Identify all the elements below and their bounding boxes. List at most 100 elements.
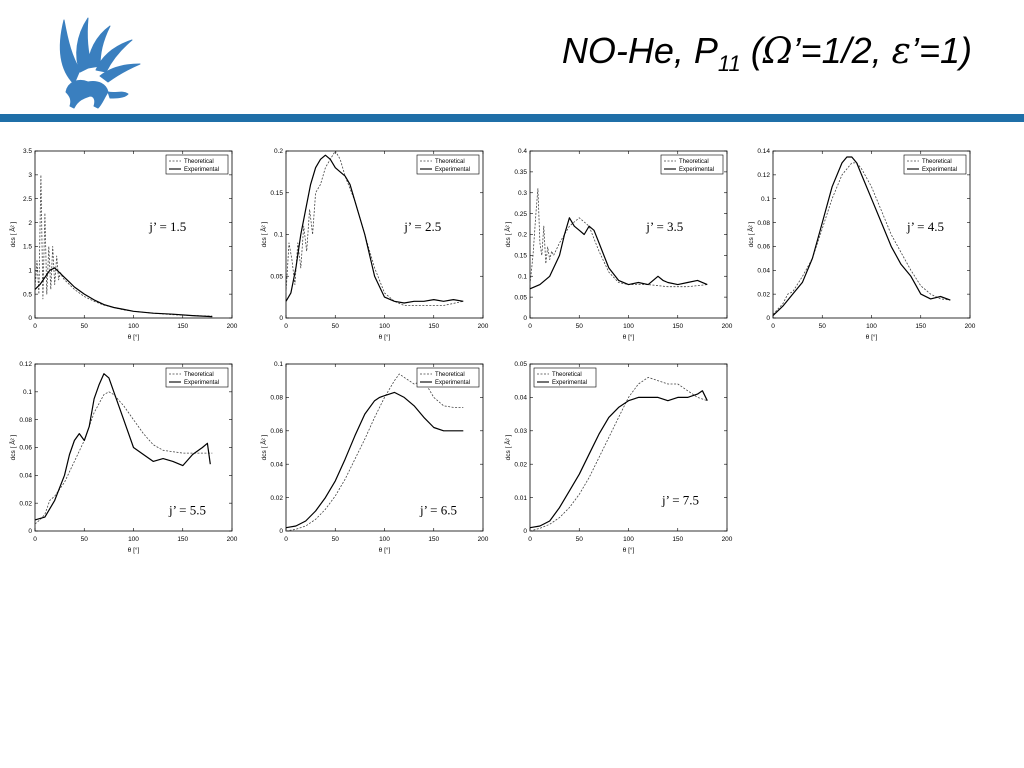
legend-label: Theoretical [435, 159, 465, 165]
x-tick-label: 0 [771, 323, 775, 330]
y-tick-label: 0.08 [270, 395, 283, 402]
y-tick-label: 2 [28, 220, 32, 227]
j-annotation: j’ = 6.5 [419, 502, 457, 517]
series-line-theoretical [34, 391, 213, 525]
y-tick-label: 0.1 [274, 361, 283, 368]
y-tick-label: 0.08 [757, 220, 770, 227]
y-tick-label: 1.5 [23, 244, 32, 251]
title-mid: ’=1/2, [792, 30, 892, 71]
legend-box [165, 367, 229, 388]
plot-frame [285, 150, 484, 319]
y-tick-label: 0 [28, 528, 32, 535]
y-tick-label: 2.5 [23, 196, 32, 203]
y-axis-label: dcs [ Å² ] [503, 434, 512, 460]
y-tick-label: 0.1 [274, 232, 283, 239]
y-tick-label: 0.12 [757, 172, 770, 179]
x-tick-label: 100 [623, 536, 634, 543]
y-tick-label: 0.02 [757, 291, 770, 298]
x-tick-label: 100 [866, 323, 877, 330]
series-line-experimental [529, 217, 708, 290]
y-tick-label: 0.05 [514, 294, 527, 301]
x-tick-label: 0 [284, 323, 288, 330]
y-tick-label: 3.5 [23, 148, 32, 155]
y-tick-label: 0.5 [23, 291, 32, 298]
legend-label: Experimental [435, 167, 470, 173]
x-tick-label: 50 [81, 536, 89, 543]
legend-label: Experimental [922, 167, 957, 173]
legend-label: Theoretical [679, 159, 709, 165]
j-annotation: j’ = 3.5 [645, 219, 683, 234]
y-tick-label: 0.06 [270, 428, 283, 435]
y-axis-label: dcs [ Å² ] [8, 434, 17, 460]
x-tick-label: 0 [528, 536, 532, 543]
x-tick-label: 50 [332, 536, 340, 543]
legend-box [533, 367, 597, 388]
legend-label: Experimental [679, 167, 714, 173]
y-tick-label: 1 [28, 267, 32, 274]
y-tick-label: 0.01 [514, 495, 527, 502]
title-omega: Ω [762, 31, 793, 72]
legend-label: Theoretical [184, 159, 214, 165]
x-tick-label: 150 [428, 536, 439, 543]
legend: Theoretical Experimental [416, 154, 480, 175]
x-tick-label: 50 [819, 323, 827, 330]
series-line-experimental [34, 267, 213, 318]
x-tick-label: 0 [33, 536, 37, 543]
j-annotation: j’ = 4.5 [906, 219, 944, 234]
series-line-experimental [34, 373, 211, 521]
legend-label: Theoretical [552, 372, 582, 378]
x-tick-label: 200 [722, 536, 733, 543]
chart-panel-j-5.5: 0 50 100 150 200 0 0.02 0.04 0.06 0.08 0.1 0.12 θ [°… [8, 361, 238, 554]
x-axis-label: θ [°] [379, 546, 391, 554]
legend-label: Theoretical [435, 372, 465, 378]
series-line-theoretical [529, 376, 708, 532]
y-tick-label: 0 [28, 315, 32, 322]
y-tick-label: 0.4 [518, 148, 527, 155]
y-tick-label: 0 [523, 528, 527, 535]
chart-panel-j-3.5: 0 50 100 150 200 0 0.05 0.1 0.15 0.2 0.25 0.3 0.35 0.… [503, 148, 733, 341]
x-tick-label: 50 [576, 323, 584, 330]
x-axis-label: θ [°] [623, 546, 635, 554]
title-open: ( [740, 30, 763, 71]
x-tick-label: 50 [81, 323, 89, 330]
x-tick-label: 200 [478, 536, 489, 543]
title-end: ’=1) [910, 30, 972, 71]
y-tick-label: 0.05 [514, 361, 527, 368]
x-tick-label: 0 [284, 536, 288, 543]
y-tick-label: 0.04 [19, 473, 32, 480]
chart-panel-j-1.5: 0 50 100 150 200 0 0.5 1 1.5 2 2.5 3 3.5 θ [°] dcs [ Å… [8, 148, 238, 341]
x-tick-label: 100 [379, 323, 390, 330]
slide-title: NO-He, P11 (Ω’=1/2, ε’=1) [562, 33, 972, 75]
title-divider [0, 114, 1024, 122]
y-tick-label: 3 [28, 172, 32, 179]
series-line-experimental [285, 391, 464, 529]
x-axis-label: θ [°] [128, 333, 140, 341]
legend: Theoretical Experimental [416, 367, 480, 388]
y-axis-label: dcs [ Å² ] [746, 221, 755, 247]
y-tick-label: 0.02 [19, 500, 32, 507]
y-tick-label: 0.2 [518, 232, 527, 239]
x-axis-label: θ [°] [866, 333, 878, 341]
x-axis-label: θ [°] [623, 333, 635, 341]
x-tick-label: 150 [177, 536, 188, 543]
x-tick-label: 150 [672, 536, 683, 543]
y-tick-label: 0.06 [19, 445, 32, 452]
j-annotation: j’ = 7.5 [661, 492, 699, 507]
y-tick-label: 0 [523, 315, 527, 322]
title-epsilon: ε [891, 31, 911, 72]
x-tick-label: 150 [672, 323, 683, 330]
x-tick-label: 0 [33, 323, 37, 330]
legend: Theoretical Experimental [165, 367, 229, 388]
x-tick-label: 50 [576, 536, 584, 543]
plot-frame [772, 150, 971, 319]
y-axis-label: dcs [ Å² ] [259, 221, 268, 247]
x-tick-label: 50 [332, 323, 340, 330]
x-tick-label: 100 [128, 536, 139, 543]
legend-label: Experimental [552, 380, 587, 386]
y-tick-label: 0.35 [514, 169, 527, 176]
y-tick-label: 0 [279, 528, 283, 535]
legend-box [165, 154, 229, 175]
x-tick-label: 200 [227, 323, 238, 330]
y-tick-label: 0.08 [19, 417, 32, 424]
griffin-logo-icon [59, 17, 141, 109]
